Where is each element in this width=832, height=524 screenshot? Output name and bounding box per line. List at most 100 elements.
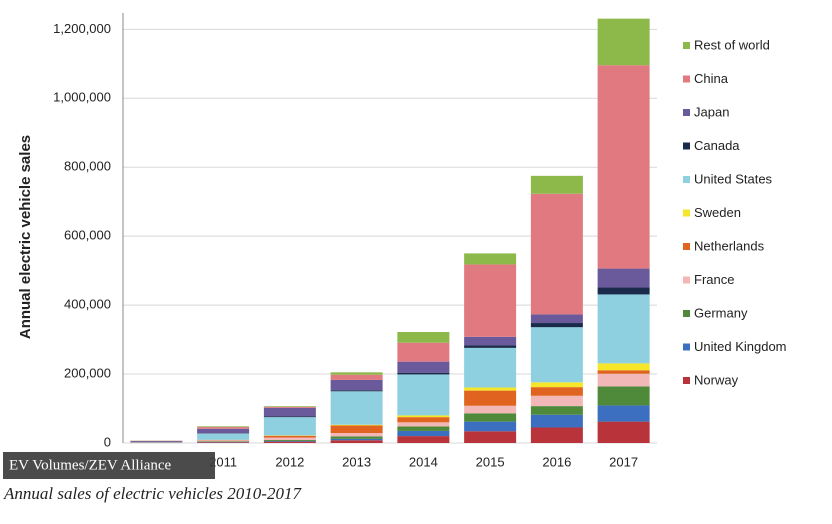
y-tick-label: 800,000: [64, 159, 111, 174]
bar-segment: [597, 287, 650, 295]
legend-swatch: [683, 243, 690, 250]
bar-segment: [530, 382, 583, 388]
bar-segment: [197, 441, 250, 442]
legend-label: United States: [694, 171, 773, 186]
bar-segment: [330, 391, 383, 425]
bar-segment: [330, 440, 383, 443]
bar-segment: [330, 425, 383, 434]
bar-segment: [464, 390, 517, 406]
bar-segment: [397, 372, 450, 375]
y-tick-label: 200,000: [64, 365, 111, 380]
legend-swatch: [683, 276, 690, 284]
bar-segment: [263, 416, 316, 418]
y-tick-label: 400,000: [64, 297, 111, 312]
bar-segment: [464, 253, 517, 265]
bar-segment: [597, 421, 650, 443]
bar-segment: [597, 268, 650, 288]
plot: 0 200,000 400,000 600,000 800,000 1,000,000 1,…: [53, 13, 787, 469]
source-box: [3, 452, 215, 479]
bar-segment: [597, 405, 650, 422]
bar-segment: [397, 426, 450, 431]
legend-label: Sweden: [694, 205, 741, 220]
bar-segment: [397, 415, 450, 418]
legend-swatch: [683, 42, 690, 49]
bar-segment: [530, 414, 583, 428]
bar-segment: [263, 417, 316, 436]
bar-segment: [263, 406, 316, 407]
bar-segment: [263, 437, 316, 440]
bar-segment: [330, 438, 383, 441]
bar-segment: [197, 442, 250, 443]
y-axis-label: Annual electric vehicle sales: [17, 135, 34, 339]
bar-segment: [530, 175, 583, 194]
bar-segment: [530, 327, 583, 383]
bar-segment: [397, 361, 450, 373]
bar-segment: [397, 436, 450, 443]
y-tick-label: 0: [104, 434, 111, 449]
bar-segment: [197, 428, 250, 434]
bar-segment: [597, 294, 650, 364]
bar-segment: [397, 374, 450, 416]
legend-label: Japan: [694, 104, 729, 119]
x-tick-label: 2013: [342, 454, 371, 469]
x-tick-label: 2011: [209, 454, 237, 469]
bar-segment: [464, 347, 517, 388]
bar-segment: [530, 193, 583, 315]
bar-segment: [597, 373, 650, 387]
bar-segment: [263, 407, 316, 417]
legend-label: Rest of world: [694, 37, 770, 52]
bar-segment: [397, 342, 450, 362]
bar-segment: [263, 441, 316, 443]
bar-segment: [464, 345, 517, 348]
legend-label: Germany: [694, 305, 748, 320]
bar-segment: [263, 435, 316, 438]
caption: Annual sales of electric vehicles 2010-2…: [3, 484, 302, 503]
bar-segment: [330, 390, 383, 392]
bar-segment: [464, 431, 517, 443]
bar-segment: [197, 427, 250, 429]
bar-segment: [197, 433, 250, 440]
bar-segment: [464, 405, 517, 414]
y-tick-label: 600,000: [64, 228, 111, 243]
bar-segment: [530, 406, 583, 415]
bar-segment: [263, 440, 316, 442]
legend-label: France: [694, 272, 734, 287]
bar-segment: [397, 417, 450, 423]
bar-segment: [130, 441, 183, 443]
legend-label: Canada: [694, 138, 740, 153]
legend-swatch: [683, 310, 690, 317]
bar-segment: [597, 363, 650, 371]
legend-swatch: [683, 75, 690, 83]
y-tick-label: 1,200,000: [53, 21, 111, 36]
bar-segment: [530, 314, 583, 324]
bar-segment: [530, 323, 583, 328]
bar-segment: [597, 386, 650, 406]
x-tick-label: 2017: [609, 454, 638, 469]
bar-segment: [597, 370, 650, 374]
bar-segment: [597, 65, 650, 269]
bar-segment: [397, 422, 450, 427]
bar-segment: [530, 427, 583, 443]
legend-swatch: [683, 377, 690, 384]
legend-label: China: [694, 71, 729, 86]
bar-segment: [330, 372, 383, 375]
bar-segment: [263, 439, 316, 441]
bar-segment: [464, 421, 517, 432]
bar-segment: [530, 395, 583, 407]
bar-segment: [330, 424, 383, 426]
legend-swatch: [683, 209, 690, 217]
x-tick-label: 2014: [409, 454, 438, 469]
legend-swatch: [683, 109, 690, 116]
bar-segment: [197, 440, 250, 442]
source: EV Volumes/ZEV Alliance: [9, 457, 172, 473]
bar-segment: [397, 332, 450, 343]
y-tick-label: 1,000,000: [53, 90, 111, 105]
legend-swatch: [683, 176, 690, 183]
legend-label: Netherlands: [694, 238, 765, 253]
bar-segment: [464, 387, 517, 391]
bar-segment: [330, 374, 383, 380]
legend-label: Norway: [694, 372, 739, 387]
bar-segment: [397, 430, 450, 437]
bar-segment: [263, 406, 316, 408]
